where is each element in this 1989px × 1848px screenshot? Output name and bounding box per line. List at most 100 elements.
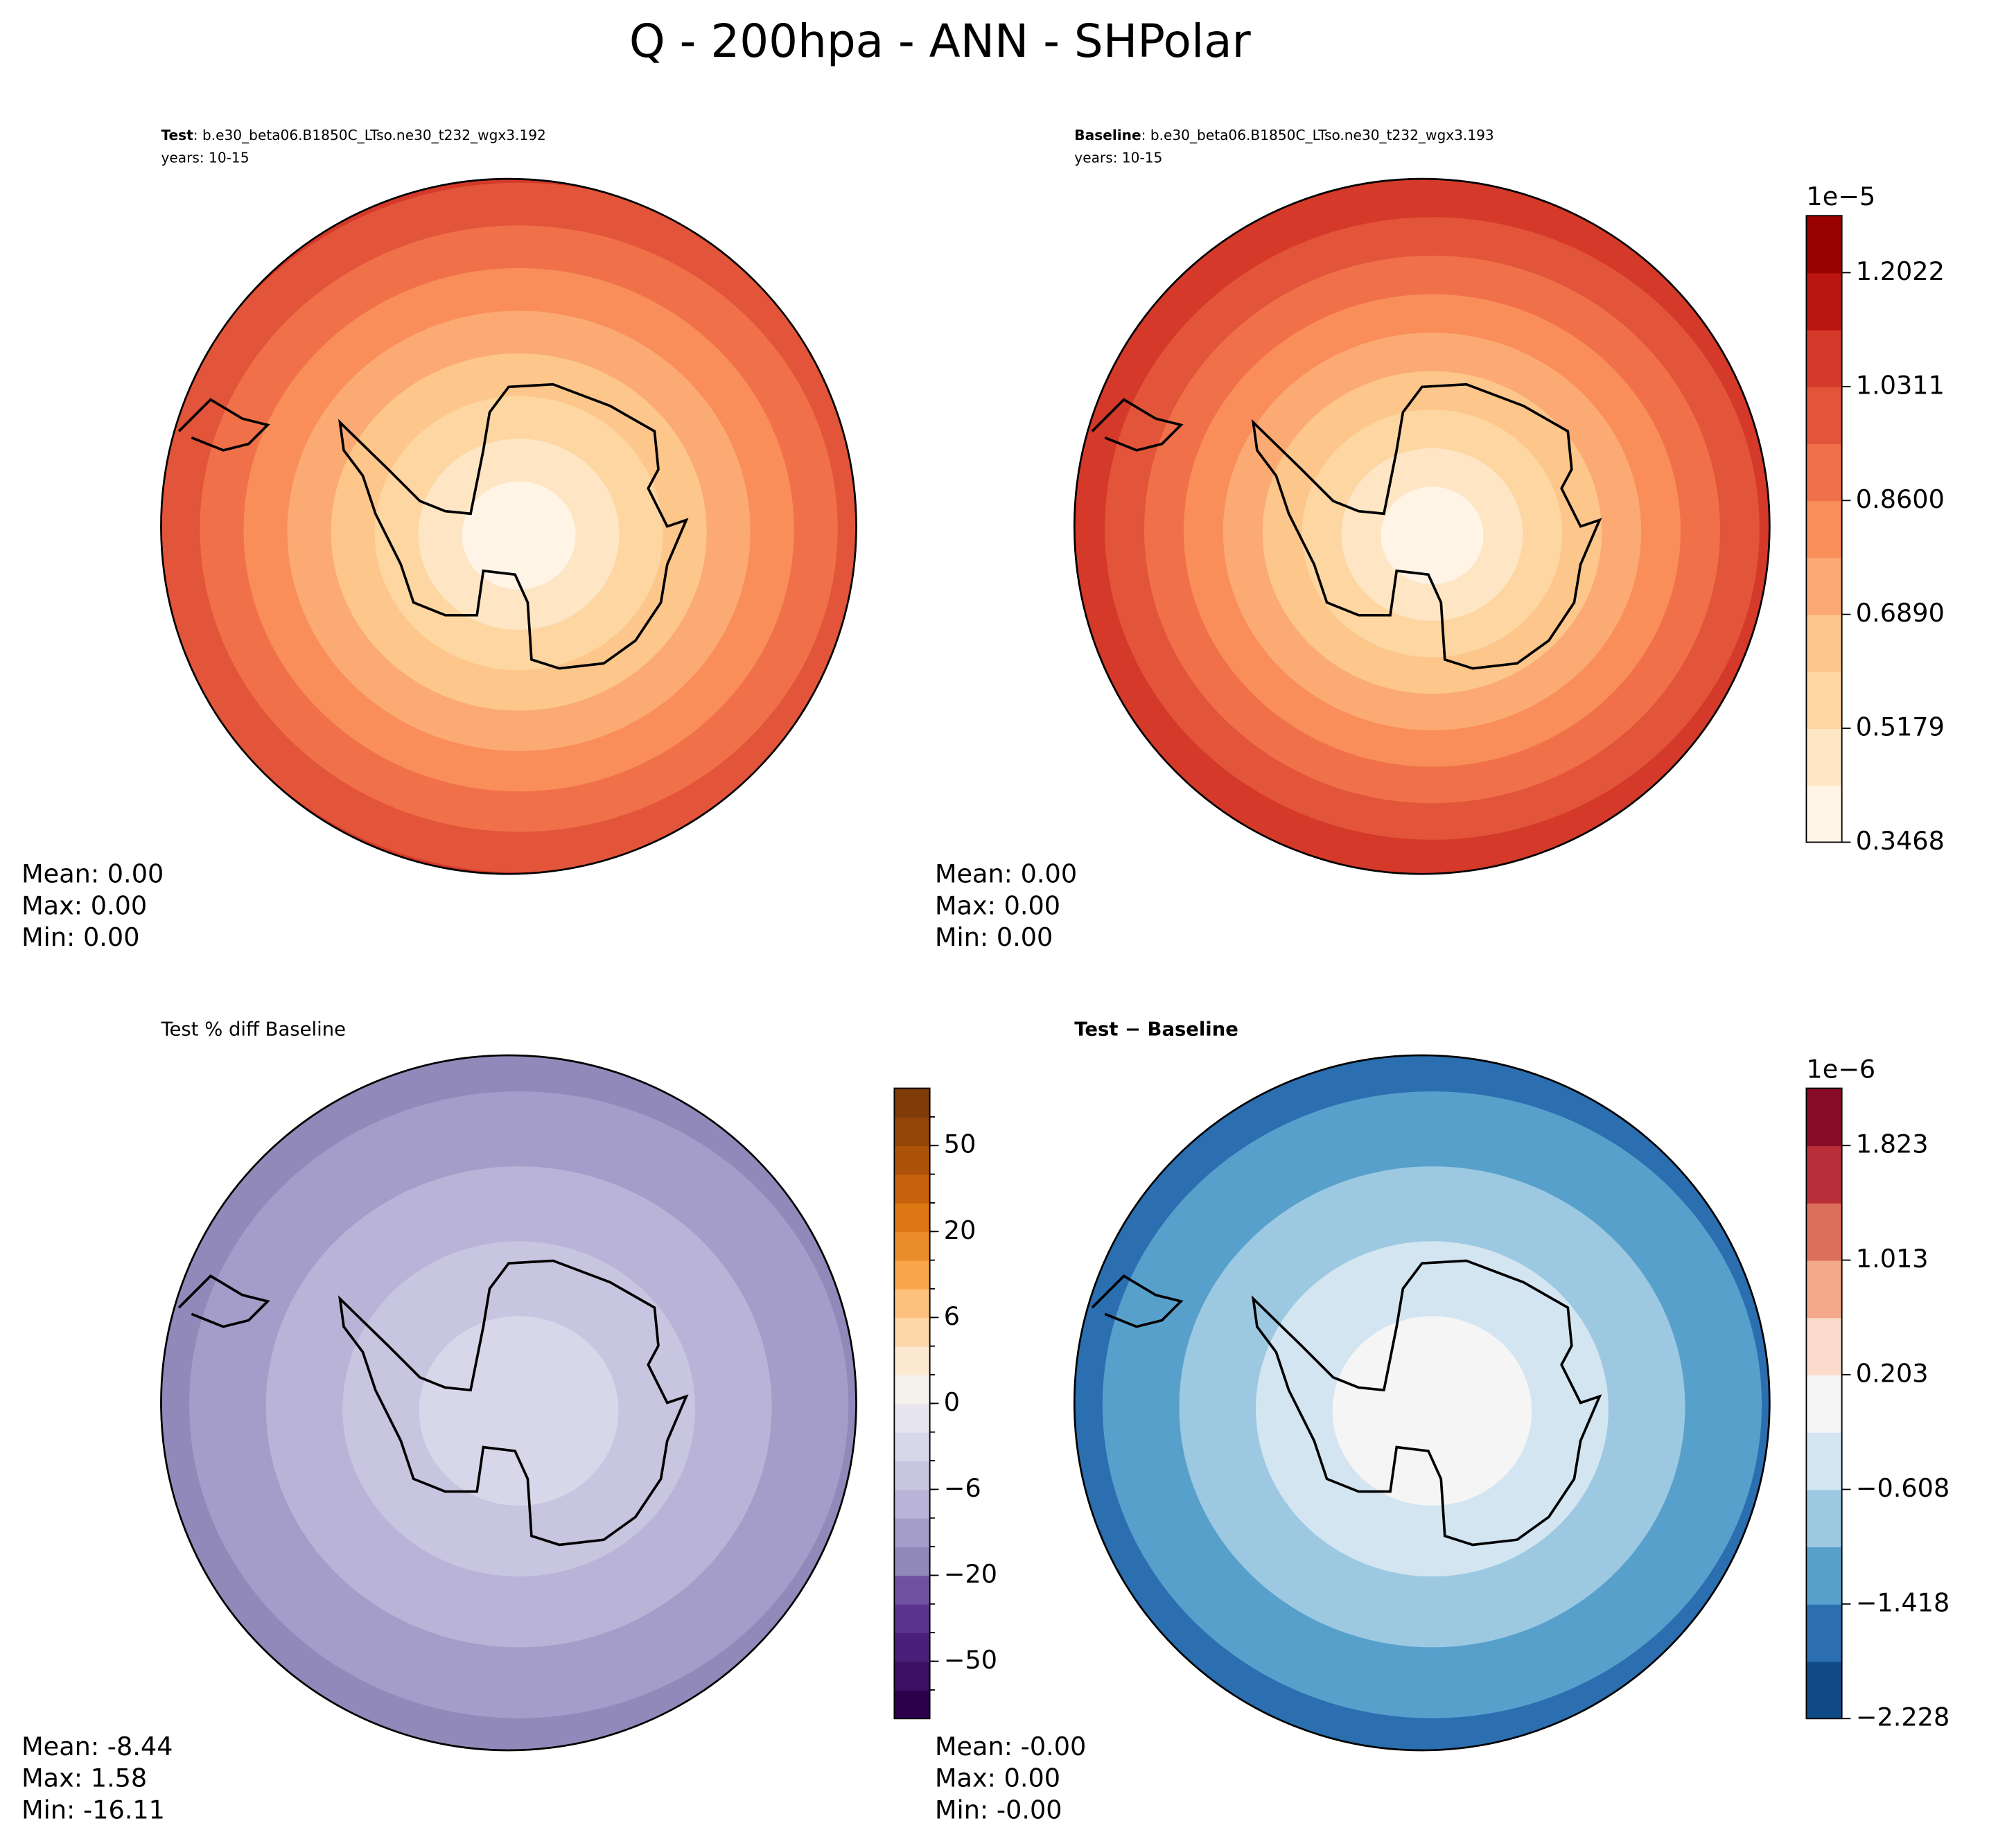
tick-label: 1.013 [1856, 1244, 1929, 1274]
label-text: : b.e30_beta06.B1850C_LTso.ne30_t232_wgx… [1141, 126, 1494, 143]
tick-label: 0.5179 [1856, 712, 1945, 742]
colorbar-band [894, 1689, 930, 1720]
tick-label: 6 [944, 1301, 960, 1331]
colorbar-offset: 1e−5 [1806, 182, 1875, 211]
tick-label: 1.823 [1856, 1129, 1929, 1159]
colorbar-band [894, 1088, 930, 1118]
coastline [1091, 398, 1184, 452]
colorbar-band [1806, 1145, 1842, 1204]
coastline [338, 1259, 689, 1547]
colorbar-band [894, 1202, 930, 1233]
colorbar-band [894, 1288, 930, 1319]
panel-label: Baseline: b.e30_beta06.B1850C_LTso.ne30_… [1074, 126, 1493, 143]
colorbar-band [1806, 1202, 1842, 1261]
label-bold: Test [161, 126, 193, 143]
map-border [1073, 1054, 1771, 1752]
map [1074, 179, 1770, 874]
colorbar-band [1806, 386, 1842, 444]
map [161, 179, 857, 874]
tick-label: 1.2022 [1856, 256, 1945, 286]
colorbar-band [1806, 329, 1842, 387]
map [1074, 1055, 1770, 1750]
colorbar-band [894, 1174, 930, 1204]
colorbar-frame [1805, 215, 1843, 843]
stat: Max: 0.00 [935, 1763, 1060, 1793]
colorbar-band [1806, 728, 1842, 786]
colorbar-band [894, 1547, 930, 1576]
contour-fill [462, 481, 576, 590]
map-border [1073, 177, 1771, 875]
stat: Mean: -8.44 [21, 1732, 173, 1761]
colorbar-band [1806, 443, 1842, 502]
coastline [338, 382, 689, 670]
tick-label: −0.608 [1856, 1473, 1949, 1503]
years: years: 10-15 [161, 149, 249, 166]
contour-fill [1332, 1316, 1532, 1506]
contour-fill [1381, 486, 1484, 585]
tick-label: 0.6890 [1856, 598, 1945, 628]
stat: Mean: 0.00 [935, 859, 1077, 889]
colorbar-band [1806, 272, 1842, 331]
colorbar-band [1806, 671, 1842, 729]
stat: Max: 1.58 [21, 1763, 147, 1793]
coastline [177, 1274, 270, 1328]
colorbar-band [894, 1461, 930, 1490]
stat: Max: 0.00 [935, 890, 1060, 920]
colorbar-band [894, 1375, 930, 1405]
tick-label: −1.418 [1856, 1587, 1949, 1617]
tick-label: 0 [944, 1387, 960, 1417]
colorbar-band [1806, 1489, 1842, 1548]
tick-label: −50 [944, 1645, 997, 1675]
colorbar-band [894, 1633, 930, 1662]
colorbar-band [894, 1575, 930, 1605]
tick-label: 0.3468 [1856, 826, 1945, 856]
panel-label: Test % diff Baseline [160, 1019, 346, 1040]
stat: Max: 0.00 [21, 890, 147, 920]
tick-label: 20 [944, 1215, 976, 1245]
colorbar-band [894, 1432, 930, 1461]
colorbar-band [1806, 1547, 1842, 1605]
label-bold: Test − Baseline [1074, 1019, 1238, 1040]
colorbar-band [894, 1116, 930, 1147]
map-border [160, 1054, 857, 1752]
colorbar-band [894, 1260, 930, 1290]
colorbar-band [894, 1517, 930, 1548]
stat: Mean: 0.00 [21, 859, 164, 889]
colorbar-band [1806, 215, 1842, 274]
tick-label: 0.203 [1856, 1358, 1929, 1388]
colorbar-band [1806, 785, 1842, 843]
map [161, 1055, 857, 1750]
stat: Min: -16.11 [21, 1795, 165, 1824]
stat: Mean: -0.00 [935, 1732, 1086, 1761]
colorbar-band [894, 1346, 930, 1375]
colorbar-band [1806, 1317, 1842, 1375]
colorbar-band [894, 1145, 930, 1175]
label-text: Test % diff Baseline [160, 1019, 346, 1040]
label-bold: Baseline [1074, 126, 1141, 143]
panel-label: Test − Baseline [1074, 1019, 1238, 1040]
colorbar-band [894, 1661, 930, 1691]
years: years: 10-15 [1074, 149, 1162, 166]
coastline [1091, 1274, 1184, 1328]
colorbar-band [1806, 1661, 1842, 1720]
colorbar-band [1806, 1260, 1842, 1319]
map-border [160, 177, 857, 875]
colorbar-band [894, 1317, 930, 1347]
stat: Min: 0.00 [935, 922, 1053, 952]
tick-label: −6 [944, 1473, 981, 1503]
contour-fill [419, 1316, 619, 1506]
tick-label: 50 [944, 1129, 976, 1159]
colorbar-band [1806, 500, 1842, 558]
colorbar-band [1806, 1088, 1842, 1147]
colorbar-band [894, 1489, 930, 1519]
tick-label: −2.228 [1856, 1702, 1949, 1732]
colorbar-band [894, 1231, 930, 1261]
colorbar-band [894, 1403, 930, 1433]
stat: Min: -0.00 [935, 1795, 1062, 1824]
colorbar-band [894, 1603, 930, 1634]
colorbar-band [1806, 1603, 1842, 1662]
label-text: : b.e30_beta06.B1850C_LTso.ne30_t232_wgx… [193, 126, 546, 143]
colorbar-band [1806, 1432, 1842, 1490]
tick-label: 0.8600 [1856, 484, 1945, 514]
